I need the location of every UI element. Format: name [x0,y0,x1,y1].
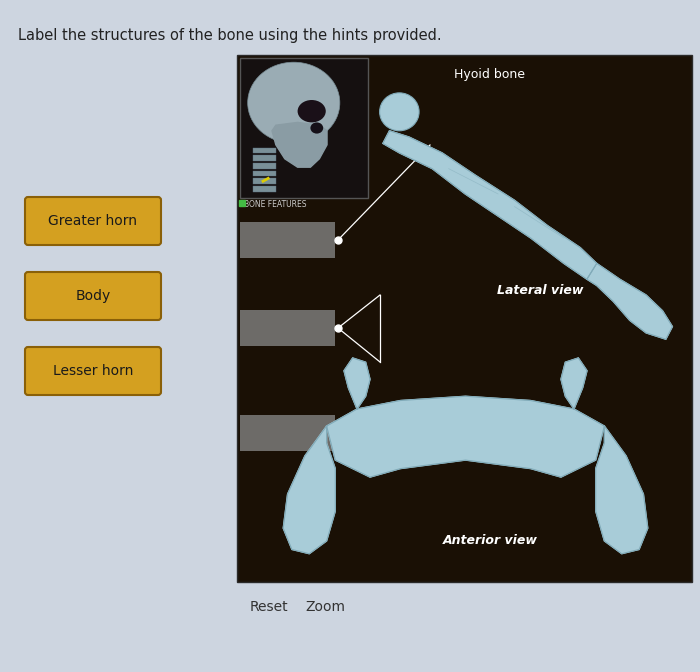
Text: Greater horn: Greater horn [48,214,137,228]
Bar [253,163,276,169]
Bar [237,55,692,582]
Polygon shape [344,358,370,409]
Bar [253,171,276,176]
Text: Body: Body [76,289,111,303]
Polygon shape [284,426,335,554]
Polygon shape [383,131,596,280]
Bar [240,415,335,451]
Bar [240,58,368,198]
Bar [253,178,276,184]
Text: Lesser horn: Lesser horn [52,364,133,378]
Text: Label the structures of the bone using the hints provided.: Label the structures of the bone using t… [18,28,442,43]
Polygon shape [587,263,673,339]
Bar [253,148,276,153]
FancyBboxPatch shape [25,272,161,320]
Text: Hyoid bone: Hyoid bone [454,68,526,81]
FancyBboxPatch shape [25,197,161,245]
Polygon shape [561,358,587,409]
Bar [240,222,335,258]
Text: BONE FEATURES: BONE FEATURES [244,200,307,209]
Polygon shape [596,426,648,554]
Text: Reset: Reset [250,600,288,614]
Ellipse shape [298,100,326,122]
Bar [253,186,276,192]
Bar [240,310,335,346]
Text: Anterior view: Anterior view [442,534,538,546]
Polygon shape [327,396,604,477]
Text: Zoom: Zoom [305,600,345,614]
Ellipse shape [379,93,419,131]
Bar [253,155,276,161]
Text: Lateral view: Lateral view [497,284,583,296]
Ellipse shape [310,122,323,134]
Ellipse shape [248,62,340,143]
FancyBboxPatch shape [25,347,161,395]
Polygon shape [272,122,327,167]
